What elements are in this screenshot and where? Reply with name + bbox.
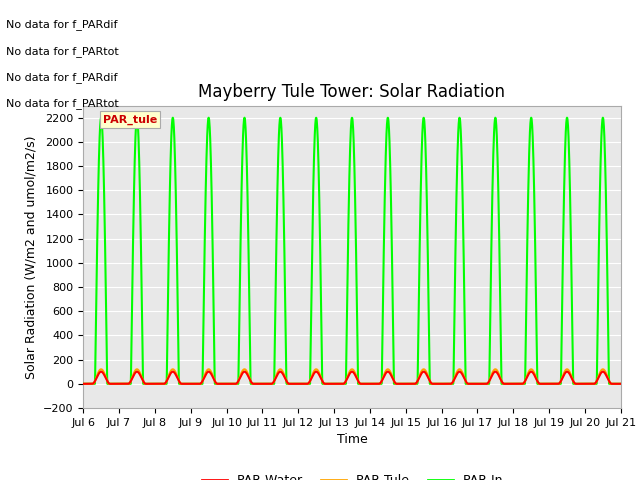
Text: No data for f_PARtot: No data for f_PARtot [6, 46, 119, 57]
Text: PAR_tule: PAR_tule [103, 115, 157, 125]
Title: Mayberry Tule Tower: Solar Radiation: Mayberry Tule Tower: Solar Radiation [198, 83, 506, 101]
Y-axis label: Solar Radiation (W/m2 and umol/m2/s): Solar Radiation (W/m2 and umol/m2/s) [24, 135, 37, 379]
Text: No data for f_PARdif: No data for f_PARdif [6, 72, 118, 83]
Text: No data for f_PARdif: No data for f_PARdif [6, 19, 118, 30]
Text: No data for f_PARtot: No data for f_PARtot [6, 98, 119, 109]
X-axis label: Time: Time [337, 433, 367, 446]
Legend: PAR Water, PAR Tule, PAR In: PAR Water, PAR Tule, PAR In [197, 469, 507, 480]
